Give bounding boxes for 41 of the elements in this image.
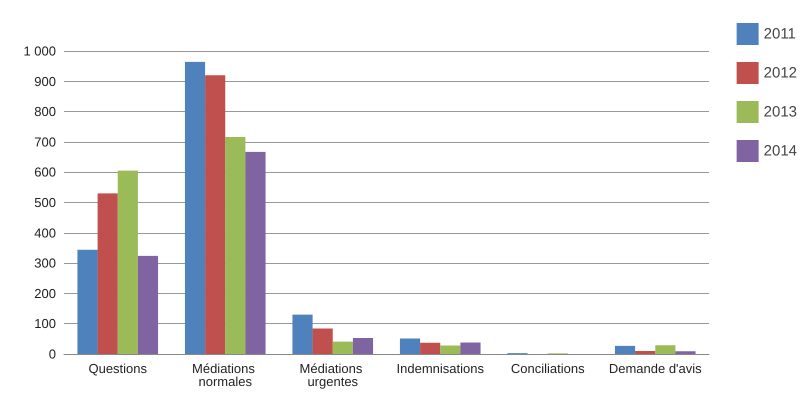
bar [332,342,353,354]
bar [655,345,676,354]
x-tick-label: Indemnisations [396,361,484,376]
legend-label: 2014 [764,142,798,160]
legend-label: 2012 [764,64,798,82]
y-tick-label: 200 [34,286,56,301]
y-tick-label: 500 [34,195,56,210]
bar [118,170,138,354]
bar [440,346,460,354]
bar [98,193,118,354]
x-tick-label: Médiations urgentes [300,361,366,389]
y-tick-label: 900 [34,74,56,89]
bar [205,75,226,354]
bar [675,351,696,354]
bar [352,338,374,354]
bar [460,342,481,354]
legend-label: 2013 [764,104,798,120]
bar [400,338,420,354]
x-tick-label: Questions [88,361,148,376]
y-tick-label: 700 [34,134,56,150]
bar [420,342,440,354]
bar [225,137,246,354]
bar [77,250,98,354]
bar [245,152,266,354]
y-tick-label: 100 [34,316,56,332]
bar [138,256,158,354]
bar [184,62,206,354]
y-tick-label: 0 [48,346,56,362]
x-tick-label: Demande d'avis [608,361,702,376]
y-tick-label: 300 [34,256,56,271]
x-tick-label: Médiations normales [192,361,258,389]
bar [312,328,333,354]
bar [292,314,313,354]
x-tick-label: Conciliations [510,361,586,376]
y-tick-label: 800 [34,104,56,120]
y-tick-label: 600 [34,164,56,180]
legend-label: 2011 [764,26,796,42]
bar [614,346,636,354]
y-tick-label: 1 000 [23,44,56,58]
y-tick-label: 400 [34,225,56,240]
bar [635,350,656,354]
